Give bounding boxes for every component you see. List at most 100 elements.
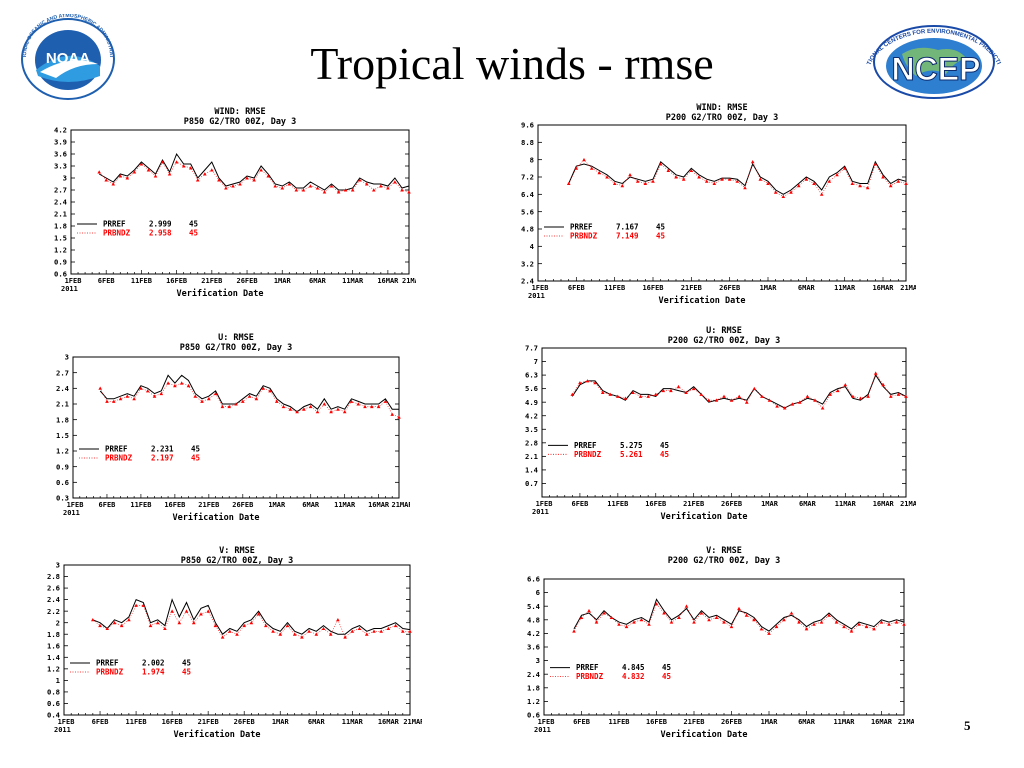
x-tick-label: 21FEB [683,500,704,508]
prbndz-point [609,615,614,619]
x-tick-label: 6MAR [309,277,327,285]
prbndz-point [400,188,404,192]
y-tick-label: 2.8 [525,438,538,447]
x-year-label: 2011 [63,509,80,517]
prbndz-point [697,175,701,179]
prbndz-point [579,615,584,619]
prbndz-point [773,190,778,194]
prbndz-point [349,399,354,403]
x-tick-label: 11MAR [833,718,855,726]
prbndz-point [594,620,599,624]
prbndz-point [247,394,252,398]
prbndz-point [582,157,586,162]
prbndz-point [213,623,218,628]
ncep-logo: NCEP NATIONAL CENTERS FOR ENVIRONMENTAL … [858,14,1001,99]
prbndz-point [357,626,362,630]
y-tick-label: 2.7 [54,186,67,195]
prbndz-point [336,618,340,622]
prbndz-point [676,384,681,389]
y-tick-label: 7.7 [525,344,538,353]
legend-stat: 4.845 [622,663,645,672]
x-tick-label: 11MAR [334,501,356,509]
y-tick-label: 2.8 [47,572,60,581]
prbndz-point [704,179,709,183]
legend-stat: 2.999 [149,219,172,228]
prbndz-point [199,612,203,616]
y-tick-label: 0.4 [47,711,60,720]
prbndz-point [203,172,207,176]
x-tick-label: 6MAR [308,718,326,726]
prbndz-point [288,407,293,411]
legend-name: PRREF [105,444,128,453]
prbndz-point [760,394,764,398]
prbndz-point [851,394,855,398]
prbndz-point [750,160,755,164]
prbndz-point [148,623,153,628]
chart-wind-p850: WIND: RMSE P850 G2/TRO 00Z, Day 3 0.6 0.9 1.… [40,104,424,306]
prbndz-point [597,170,602,175]
prbndz-point [153,174,158,178]
prbndz-point [336,190,341,194]
x-tick-label: 11FEB [126,718,147,726]
legend-count: 45 [662,672,671,681]
prbndz-point [104,178,108,182]
prbndz-point [163,626,167,630]
x-tick-label: 21FEB [198,718,219,726]
prbndz-point [744,400,749,404]
prbndz-point [843,383,848,387]
series-line-prref [571,374,907,409]
plot-frame [541,347,907,498]
prbndz-point [356,402,361,406]
legend-stat: 4.832 [622,672,645,681]
x-tick-label: 11FEB [607,500,628,508]
prbndz-point [631,390,635,394]
x-tick-label: 21FEB [683,718,704,726]
y-tick-label: 5.6 [521,207,534,216]
prbndz-point [758,177,763,181]
legend-name: PRBNDZ [570,232,598,241]
prbndz-point [125,176,130,180]
prbndz-point [118,174,123,178]
x-year-label: 2011 [534,726,551,734]
x-year-label: 2011 [532,508,549,516]
chart-title: WIND: RMSE [696,103,747,113]
legend-count: 45 [660,441,669,450]
prbndz-point [376,404,381,409]
prbndz-point [174,160,179,164]
y-tick-label: 7 [534,357,538,366]
prbndz-point [605,175,609,179]
prbndz-point [638,394,643,398]
prbndz-point [834,620,839,624]
x-tick-label: 6FEB [99,501,116,509]
y-tick-label: 3 [63,174,67,183]
x-year-label: 2011 [61,285,78,293]
prbndz-point [767,398,772,402]
prbndz-point [145,389,150,393]
y-tick-label: 6.3 [525,371,538,380]
prbndz-point [217,178,221,182]
y-tick-label: 4.9 [525,398,538,407]
x-tick-label: 21MAR [898,718,914,726]
prbndz-point [98,623,102,628]
prbndz-point [105,626,109,630]
y-tick-label: 0.3 [56,494,69,503]
x-tick-label: 1FEB [536,500,553,508]
prbndz-point [256,612,261,616]
y-tick-label: 3.6 [54,150,67,159]
prbndz-point [206,609,210,613]
x-tick-label: 1MAR [274,277,292,285]
x-tick-label: 11FEB [131,277,152,285]
legend-stat: 1.974 [142,668,165,677]
legend-name: PRBNDZ [96,668,124,677]
prbndz-point [112,620,117,625]
x-tick-label: 6FEB [571,500,588,508]
prbndz-point [620,183,625,188]
x-tick-label: 21FEB [681,284,702,292]
prbndz-point [139,386,143,390]
x-tick-label: 16MAR [871,718,893,726]
prbndz-point [796,183,801,188]
x-tick-label: 6MAR [798,284,816,292]
prbndz-point [820,406,825,410]
y-tick-label: 2.4 [521,277,534,286]
prbndz-point [896,392,901,396]
